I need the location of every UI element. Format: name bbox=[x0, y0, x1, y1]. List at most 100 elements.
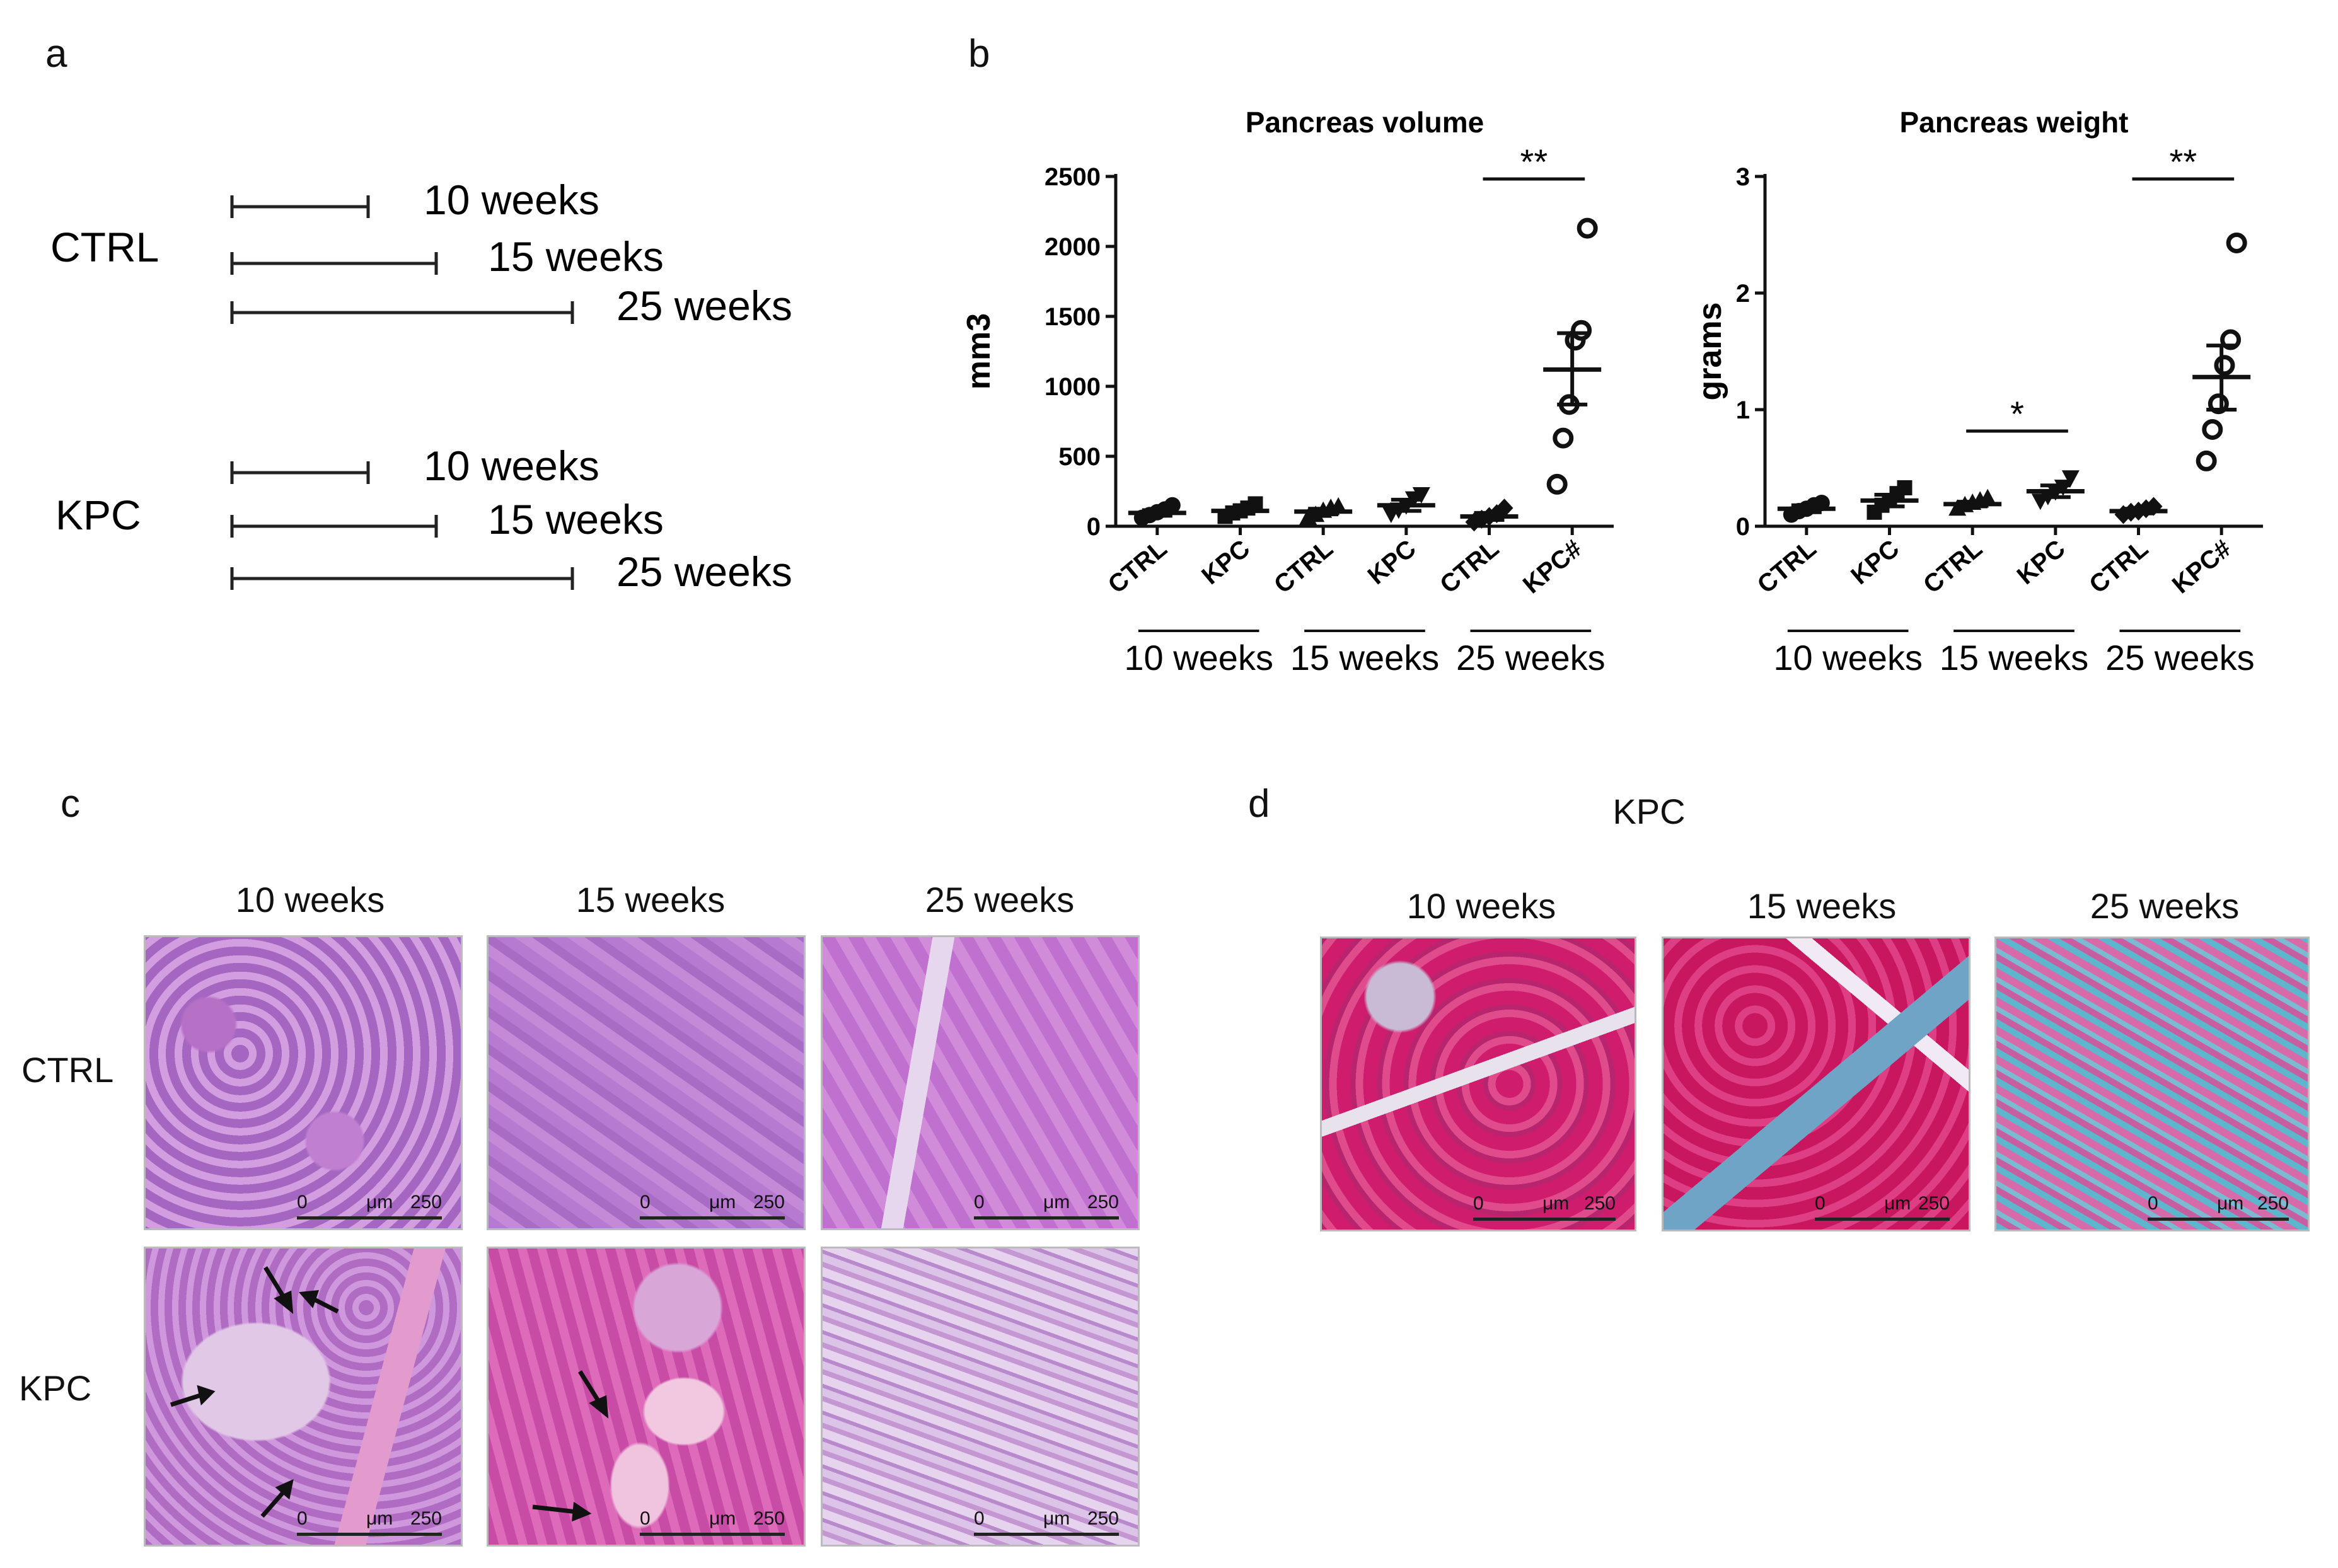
x-tick-label: KPC bbox=[1196, 534, 1255, 590]
scale-end: 250 bbox=[753, 1192, 785, 1213]
scale-start: 0 bbox=[297, 1192, 308, 1213]
group-label: 10 weeks bbox=[1124, 638, 1273, 677]
panel-label-a: a bbox=[45, 32, 67, 76]
y-tick-label: 2500 bbox=[1045, 163, 1101, 191]
scale-start: 0 bbox=[640, 1508, 651, 1529]
scale-start: 0 bbox=[1473, 1193, 1484, 1214]
pancreas-volume-chart: Pancreas volume mm3 0 500 1000 1500 2000 2500 CT… bbox=[961, 106, 1614, 677]
scale-unit: μm bbox=[709, 1192, 736, 1213]
timeline-bar-label: 15 weeks bbox=[488, 233, 664, 280]
y-tick-label: 3 bbox=[1736, 163, 1750, 191]
d-title: KPC bbox=[1612, 792, 1686, 831]
scale-bar: 0 μm 250 bbox=[146, 1507, 461, 1545]
x-tick-label: KPC bbox=[2012, 534, 2071, 590]
scale-end: 250 bbox=[2257, 1193, 2289, 1214]
scale-end: 250 bbox=[1087, 1192, 1119, 1213]
x-tick-label: KPC# bbox=[2167, 534, 2237, 599]
x-tick-label: CTRL bbox=[1752, 534, 1822, 599]
scale-bar: 0 μm 250 bbox=[1996, 1192, 2308, 1230]
scale-start: 0 bbox=[640, 1192, 651, 1213]
significance-label: ** bbox=[1520, 142, 1548, 182]
y-axis-label: mm3 bbox=[961, 313, 997, 389]
scale-end: 250 bbox=[410, 1508, 442, 1529]
scale-start: 0 bbox=[974, 1192, 985, 1213]
group-label: 15 weeks bbox=[1290, 638, 1440, 677]
scale-end: 250 bbox=[410, 1192, 442, 1213]
x-tick-label: KPC# bbox=[1518, 534, 1587, 599]
x-tick-label: KPC bbox=[1363, 534, 1421, 590]
c-col-header-25: 25 weeks bbox=[925, 880, 1075, 919]
histology-c-kpc-10: 0 μm 250 bbox=[144, 1247, 463, 1547]
d-col-header-15: 15 weeks bbox=[1747, 886, 1897, 926]
histology-c-ctrl-10: 0 μm 250 bbox=[144, 935, 463, 1230]
scale-end: 250 bbox=[753, 1508, 785, 1529]
panel-label-d: d bbox=[1248, 782, 1270, 826]
histology-c-ctrl-25: 0 μm 250 bbox=[821, 935, 1140, 1230]
scale-start: 0 bbox=[297, 1508, 308, 1529]
y-tick-label: 1 bbox=[1736, 396, 1750, 424]
y-tick-label: 1500 bbox=[1045, 303, 1101, 331]
c-row-header-kpc: KPC bbox=[19, 1368, 92, 1408]
scale-unit: μm bbox=[1043, 1192, 1070, 1213]
d-col-header-10: 10 weeks bbox=[1406, 886, 1556, 926]
histology-d-kpc-25: 0 μm 250 bbox=[1994, 937, 2310, 1231]
x-tick-label: KPC bbox=[1846, 534, 1904, 590]
scale-unit: μm bbox=[709, 1508, 736, 1529]
y-tick-label: 1000 bbox=[1045, 373, 1101, 401]
timeline-bar-label: 10 weeks bbox=[424, 176, 599, 223]
panel-label-b: b bbox=[968, 32, 990, 76]
scale-unit: μm bbox=[366, 1192, 393, 1213]
c-col-header-15: 15 weeks bbox=[576, 880, 726, 919]
timeline-bar-label: 10 weeks bbox=[424, 442, 599, 489]
y-tick-label: 2000 bbox=[1045, 233, 1101, 261]
y-tick-label: 500 bbox=[1058, 443, 1101, 471]
timeline-bar-label: 25 weeks bbox=[616, 282, 792, 329]
d-col-header-25: 25 weeks bbox=[2090, 886, 2240, 926]
data-point bbox=[1897, 480, 1913, 495]
data-point bbox=[1412, 487, 1430, 504]
significance-label: ** bbox=[2170, 142, 2197, 182]
scale-bar: 0 μm 250 bbox=[489, 1507, 804, 1545]
c-col-header-10: 10 weeks bbox=[235, 880, 385, 919]
data-point bbox=[2196, 450, 2217, 471]
x-tick-label: CTRL bbox=[1918, 534, 1988, 599]
scale-end: 250 bbox=[1583, 1193, 1616, 1214]
scale-bar: 0 μm 250 bbox=[1322, 1192, 1635, 1230]
scale-unit: μm bbox=[1043, 1508, 1070, 1529]
scale-start: 0 bbox=[2148, 1193, 2158, 1214]
y-tick-label: 0 bbox=[1087, 513, 1101, 541]
scale-start: 0 bbox=[1815, 1193, 1826, 1214]
histology-c-ctrl-15: 0 μm 250 bbox=[487, 935, 806, 1230]
histology-c-kpc-15: 0 μm 250 bbox=[487, 1247, 806, 1547]
panel-label-c: c bbox=[61, 782, 80, 826]
x-tick-label: CTRL bbox=[1435, 534, 1504, 599]
scale-unit: μm bbox=[1884, 1193, 1911, 1214]
data-point bbox=[1553, 427, 1574, 449]
group-label: 15 weeks bbox=[1940, 638, 2089, 677]
arrow-markers bbox=[532, 1370, 609, 1522]
scale-bar: 0 μm 250 bbox=[823, 1507, 1138, 1545]
histology-c-kpc-25: 0 μm 250 bbox=[821, 1247, 1140, 1547]
chart-title: Pancreas volume bbox=[1246, 106, 1484, 139]
data-point bbox=[2214, 355, 2235, 376]
x-tick-label: CTRL bbox=[1103, 534, 1172, 599]
timeline-bar-label: 25 weeks bbox=[616, 548, 792, 595]
timeline-group-label: CTRL bbox=[50, 224, 159, 270]
significance-label: * bbox=[2010, 394, 2024, 434]
scale-bar: 0 μm 250 bbox=[1664, 1192, 1969, 1230]
scale-start: 0 bbox=[974, 1508, 985, 1529]
group-label: 25 weeks bbox=[2105, 638, 2255, 677]
y-axis-label: grams bbox=[1692, 302, 1728, 400]
x-tick-label: CTRL bbox=[1269, 534, 1338, 599]
scale-bar: 0 μm 250 bbox=[146, 1190, 461, 1228]
data-point bbox=[2061, 470, 2080, 487]
timeline-group-label: KPC bbox=[55, 492, 141, 538]
arrow-markers bbox=[170, 1266, 339, 1518]
histology-d-kpc-10: 0 μm 250 bbox=[1320, 937, 1636, 1231]
scale-unit: μm bbox=[366, 1508, 393, 1529]
group-label: 25 weeks bbox=[1456, 638, 1606, 677]
histology-d-kpc-15: 0 μm 250 bbox=[1662, 937, 1971, 1231]
scale-unit: μm bbox=[1542, 1193, 1570, 1214]
